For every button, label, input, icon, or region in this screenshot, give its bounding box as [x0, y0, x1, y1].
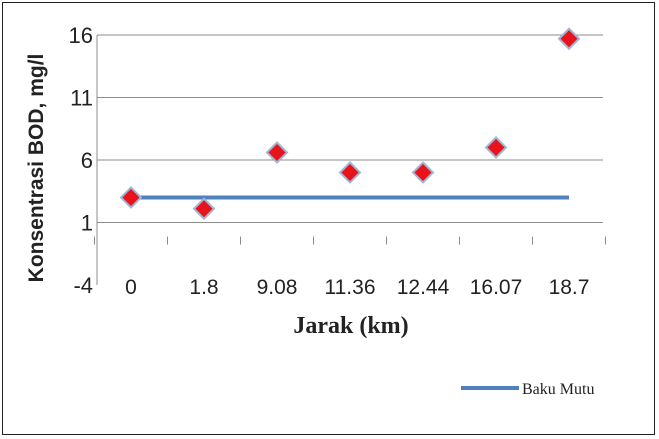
- bod-series: [119, 27, 581, 221]
- x-tick-label: 9.08: [257, 276, 298, 299]
- chart-frame: -4 1 6 11 16 0 1.8 9.08 11.36 12.44 16.07 18.7 Kon…: [2, 2, 655, 435]
- legend: Baku Mutu: [461, 381, 594, 398]
- y-tick-label: 1: [81, 211, 93, 236]
- bod-data-point: [557, 27, 581, 51]
- bod-data-point: [484, 136, 508, 159]
- y-tick-label: 16: [69, 23, 93, 48]
- x-tick-label: 0: [125, 276, 137, 299]
- y-tick-label: -4: [73, 273, 93, 298]
- legend-label: Baku Mutu: [522, 381, 594, 398]
- x-tick-label: 16.07: [470, 276, 523, 299]
- x-tick-label: 1.8: [189, 276, 218, 299]
- y-tick-label: 11: [70, 86, 93, 111]
- y-axis-label: Konsentrasi BOD, mg/l: [25, 54, 48, 283]
- x-tick-label: 11.36: [325, 276, 376, 299]
- x-tick-labels: 0 1.8 9.08 11.36 12.44 16.07 18.7: [125, 276, 589, 299]
- bod-data-point: [265, 141, 289, 164]
- x-tick-label: 18.7: [549, 276, 590, 299]
- bod-data-point: [192, 197, 216, 221]
- bod-data-point: [338, 161, 362, 184]
- axes: [94, 35, 606, 285]
- bod-data-point: [411, 161, 435, 184]
- bod-data-point: [119, 186, 143, 209]
- x-tick-label: 12.44: [397, 276, 450, 299]
- y-tick-label: 6: [81, 148, 93, 173]
- gridlines: [97, 34, 603, 223]
- x-axis-label: Jarak (km): [293, 313, 408, 339]
